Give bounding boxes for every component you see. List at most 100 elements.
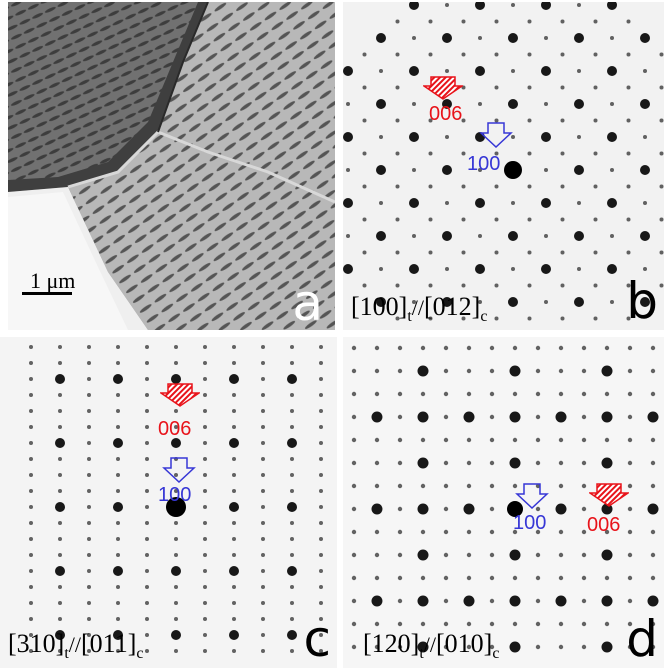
diffraction-spot <box>443 483 449 489</box>
diffraction-spot <box>174 409 178 413</box>
diffraction-spot <box>593 19 598 24</box>
diffraction-spot <box>647 503 659 515</box>
diffraction-spot <box>640 33 650 43</box>
diffraction-spot <box>174 425 178 429</box>
diffraction-spot <box>650 391 656 397</box>
zone-tetragonal: [120] <box>363 629 420 658</box>
diffraction-spot <box>607 2 617 10</box>
diffraction-spot <box>174 553 178 557</box>
diffraction-spot <box>544 234 548 238</box>
diffraction-spot <box>574 165 584 175</box>
diffraction-spot <box>527 316 532 321</box>
diffraction-spot <box>174 473 178 477</box>
diffraction-spot <box>113 630 123 640</box>
diffraction-spot <box>627 345 633 351</box>
diffraction-spot <box>512 529 518 535</box>
diffraction-spot <box>558 575 564 581</box>
diffraction-spot <box>29 377 33 381</box>
diffraction-spot <box>232 361 236 365</box>
index-label-100: 100 <box>158 484 192 506</box>
diffraction-spot <box>174 361 178 365</box>
diffraction-spot <box>607 264 617 274</box>
diffraction-spot <box>627 414 633 420</box>
diffraction-spot <box>417 549 429 561</box>
diffraction-spot <box>601 457 613 469</box>
diffraction-spot <box>371 503 383 515</box>
diffraction-spot <box>29 633 33 637</box>
diffraction-spot <box>558 529 564 535</box>
diffraction-spot <box>560 19 565 24</box>
diffraction-spot <box>87 585 91 589</box>
diffraction-spot <box>443 598 449 604</box>
diffraction-spot <box>593 184 598 189</box>
diffraction-spot <box>374 552 380 558</box>
diffraction-spot <box>535 621 541 627</box>
diffraction-spot <box>607 198 617 208</box>
diffraction-spot <box>581 368 587 374</box>
index-label-100: 100 <box>467 153 501 175</box>
diffraction-spot <box>232 393 236 397</box>
diffraction-spot <box>461 250 466 255</box>
diffraction-spot <box>659 283 664 288</box>
diffraction-spot <box>319 505 323 509</box>
diffraction-spot <box>581 552 587 558</box>
diffraction-spot <box>627 598 633 604</box>
diffraction-spot <box>659 250 664 255</box>
diffraction-spot <box>535 437 541 443</box>
diffraction-spot <box>29 457 33 461</box>
diffraction-spot <box>116 649 120 653</box>
diffraction-spot <box>417 595 429 607</box>
diffraction-spot <box>643 135 647 139</box>
diffraction-spot <box>397 437 403 443</box>
diffraction-spot <box>494 250 499 255</box>
diffraction-spot <box>174 537 178 541</box>
diffraction-spot <box>261 505 265 509</box>
diffraction-spot <box>627 552 633 558</box>
diffraction-spot <box>376 33 386 43</box>
diffraction-spot <box>478 102 482 106</box>
diffraction-spot <box>627 391 633 397</box>
diffraction-spot <box>650 621 656 627</box>
diffraction-spot <box>346 234 350 238</box>
diffraction-spot <box>640 99 650 109</box>
diffraction-spot <box>346 168 350 172</box>
diffraction-spot <box>29 537 33 541</box>
diffraction-spot <box>558 621 564 627</box>
diffraction-spot <box>343 132 353 142</box>
diffraction-spot <box>535 552 541 558</box>
diffraction-spot <box>351 368 357 374</box>
diffraction-spot <box>443 529 449 535</box>
diffraction-spot <box>87 489 91 493</box>
diffraction-spot <box>261 585 265 589</box>
diffraction-spot <box>29 425 33 429</box>
diffraction-spot <box>287 566 297 576</box>
diffraction-spot <box>58 585 62 589</box>
diffraction-spot <box>397 368 403 374</box>
diffraction-spot <box>261 377 265 381</box>
diffraction-spot <box>544 300 548 304</box>
diffraction-spot <box>319 537 323 541</box>
diffraction-spot <box>29 489 33 493</box>
diffraction-spot <box>113 374 123 384</box>
diffraction-spot <box>261 633 265 637</box>
diffraction-spot <box>650 460 656 466</box>
diffraction-spot <box>607 132 617 142</box>
diffraction-spot <box>232 489 236 493</box>
diffraction-spot <box>29 601 33 605</box>
diffraction-spot <box>511 135 515 139</box>
diffraction-spot <box>527 217 532 222</box>
diffraction-spot <box>494 118 499 123</box>
diffraction-spot <box>527 283 532 288</box>
diffraction-spot <box>203 585 207 589</box>
diffraction-spot <box>145 617 149 621</box>
diffraction-spot <box>511 69 515 73</box>
diffraction-spot <box>395 184 400 189</box>
diffraction-spot <box>87 649 91 653</box>
diffraction-spot <box>55 438 65 448</box>
diffraction-spot <box>374 460 380 466</box>
diffraction-spot <box>627 437 633 443</box>
diffraction-spot <box>87 425 91 429</box>
diffraction-spot <box>593 250 598 255</box>
diffraction-pattern-c <box>29 345 323 653</box>
diffraction-spot <box>494 283 499 288</box>
